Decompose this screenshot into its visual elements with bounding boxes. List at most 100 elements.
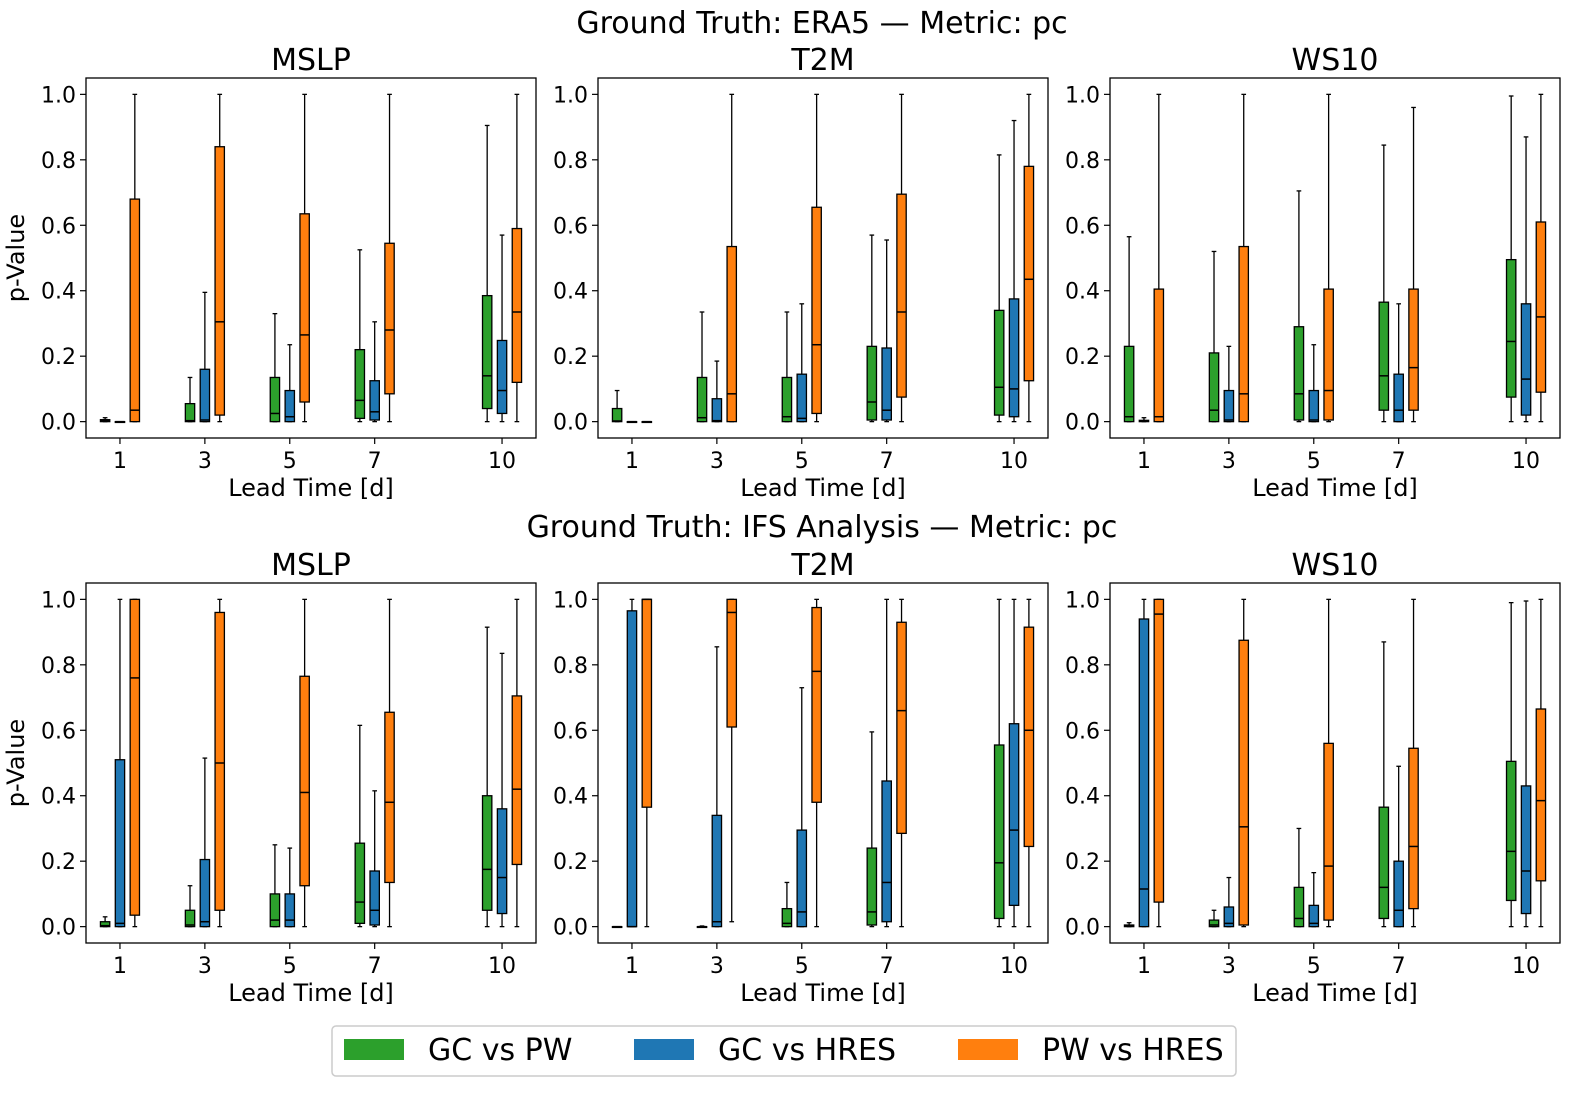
box-pw-vs-hres <box>299 213 310 403</box>
box-pw-vs-hres <box>1238 245 1250 423</box>
panel-2: T2M 0.0 0.2 0.4 0.6 0.8 1.0 1 3 5 7 10 Lead Time [d] <box>553 43 1049 502</box>
box-pw-vs-hres <box>1535 708 1547 882</box>
box-gc-vs-pw <box>354 842 366 925</box>
box-gc-vs-hres <box>369 380 380 421</box>
y-tick-label: 1.0 <box>41 83 76 108</box>
legend: GC vs PW GC vs HRES PW vs HRES <box>331 1025 1237 1077</box>
y-tick-label: 0.8 <box>1065 654 1100 679</box>
box-gc-vs-pw <box>993 309 1005 416</box>
panel-6: WS10 0.0 0.2 0.4 0.6 0.8 1.0 1 3 5 7 10 Lead Time [d… <box>1065 548 1561 1007</box>
box-gc-vs-hres <box>1308 389 1320 423</box>
y-tick-label: 0.2 <box>553 345 588 370</box>
y-tick-label: 0.2 <box>1065 345 1100 370</box>
y-tick-label: 0.8 <box>41 654 76 679</box>
box-gc-vs-hres <box>369 870 380 926</box>
box-gc-vs-pw <box>1123 345 1135 423</box>
box-pw-vs-hres <box>1023 165 1035 382</box>
legend-label-gc-vs-pw: GC vs PW <box>428 1033 572 1068</box>
x-tick-label: 10 <box>1512 449 1540 474</box>
box-gc-vs-hres <box>199 858 211 928</box>
box-pw-vs-hres <box>1535 221 1547 393</box>
box-gc-vs-pw <box>481 795 493 911</box>
box-gc-vs-pw <box>1293 326 1305 421</box>
box-pw-vs-hres <box>726 245 738 423</box>
axes-frame <box>597 77 1049 439</box>
x-tick-label: 3 <box>710 954 724 979</box>
box-pw-vs-hres <box>1323 742 1334 921</box>
y-tick-label: 0.0 <box>553 411 588 436</box>
axes-frame <box>597 582 1049 944</box>
box-gc-vs-hres <box>496 339 508 415</box>
y-tick-label: 0.0 <box>41 916 76 941</box>
box-gc-vs-pw <box>1505 760 1517 902</box>
box-pw-vs-hres <box>511 695 523 866</box>
box-pw-vs-hres <box>384 242 395 395</box>
x-tick-label: 10 <box>488 449 516 474</box>
x-tick-label: 7 <box>1392 449 1406 474</box>
box-gc-vs-hres <box>881 780 892 923</box>
x-tick-label: 10 <box>1000 954 1028 979</box>
box-pw-vs-hres <box>1153 288 1165 423</box>
box-gc-vs-pw <box>99 921 111 928</box>
box-pw-vs-hres <box>1408 288 1419 411</box>
y-tick-label: 0.0 <box>1065 916 1100 941</box>
x-tick-label: 1 <box>1137 954 1151 979</box>
y-tick-label: 0.4 <box>553 785 588 810</box>
x-tick-label: 7 <box>368 449 382 474</box>
x-tick-label: 7 <box>880 449 894 474</box>
box-pw-vs-hres <box>641 598 653 808</box>
x-tick-label: 3 <box>198 954 212 979</box>
x-tick-label: 3 <box>1222 954 1236 979</box>
box-gc-vs-pw <box>781 907 793 928</box>
y-tick-label: 1.0 <box>553 83 588 108</box>
box-gc-vs-hres <box>496 808 508 915</box>
panel-5: T2M 0.0 0.2 0.4 0.6 0.8 1.0 1 3 5 7 10 Lead Time [d] <box>553 548 1049 1007</box>
box-gc-vs-hres <box>1520 303 1532 416</box>
y-tick-label: 1.0 <box>41 588 76 613</box>
box-gc-vs-pw <box>993 744 1005 920</box>
x-tick-label: 1 <box>1137 449 1151 474</box>
box-gc-vs-pw <box>781 376 793 423</box>
box-gc-vs-pw <box>184 909 196 928</box>
legend-label-gc-vs-hres: GC vs HRES <box>718 1033 896 1068</box>
axes-frame <box>85 77 537 439</box>
y-tick-label: 0.2 <box>41 345 76 370</box>
x-axis-label: Lead Time [d] <box>740 474 906 502</box>
box-gc-vs-hres <box>1223 389 1235 423</box>
panel-title: T2M <box>790 43 854 78</box>
box-gc-vs-hres <box>1138 618 1150 928</box>
box-pw-vs-hres <box>1323 288 1334 421</box>
box-gc-vs-hres <box>711 398 723 423</box>
y-tick-label: 0.4 <box>1065 280 1100 305</box>
x-tick-label: 7 <box>1392 954 1406 979</box>
x-tick-label: 3 <box>198 449 212 474</box>
box-pw-vs-hres <box>726 598 738 728</box>
x-tick-label: 5 <box>1307 954 1321 979</box>
box-gc-vs-hres <box>796 829 808 928</box>
x-tick-label: 1 <box>113 449 127 474</box>
y-tick-label: 0.6 <box>1065 719 1100 744</box>
y-tick-label: 1.0 <box>1065 588 1100 613</box>
box-gc-vs-hres <box>881 347 892 421</box>
suptitle-ifs: Ground Truth: IFS Analysis — Metric: pc <box>527 510 1118 545</box>
y-tick-label: 0.2 <box>553 850 588 875</box>
x-axis-label: Lead Time [d] <box>228 979 394 1007</box>
y-tick-label: 0.2 <box>41 850 76 875</box>
axes-frame <box>1109 582 1561 944</box>
box-gc-vs-pw <box>269 376 281 423</box>
x-tick-label: 5 <box>283 954 297 979</box>
axes-frame <box>1109 77 1561 439</box>
box-pw-vs-hres <box>511 227 523 384</box>
y-tick-label: 0.4 <box>41 280 76 305</box>
box-gc-vs-pw <box>1208 919 1220 928</box>
box-pw-vs-hres <box>1153 598 1165 903</box>
box-gc-vs-hres <box>1393 860 1404 928</box>
y-tick-label: 1.0 <box>553 588 588 613</box>
x-tick-label: 3 <box>710 449 724 474</box>
box-gc-vs-hres <box>1223 906 1235 928</box>
y-tick-label: 1.0 <box>1065 83 1100 108</box>
y-tick-label: 0.4 <box>1065 785 1100 810</box>
x-tick-label: 3 <box>1222 449 1236 474</box>
y-tick-label: 0.6 <box>41 214 76 239</box>
